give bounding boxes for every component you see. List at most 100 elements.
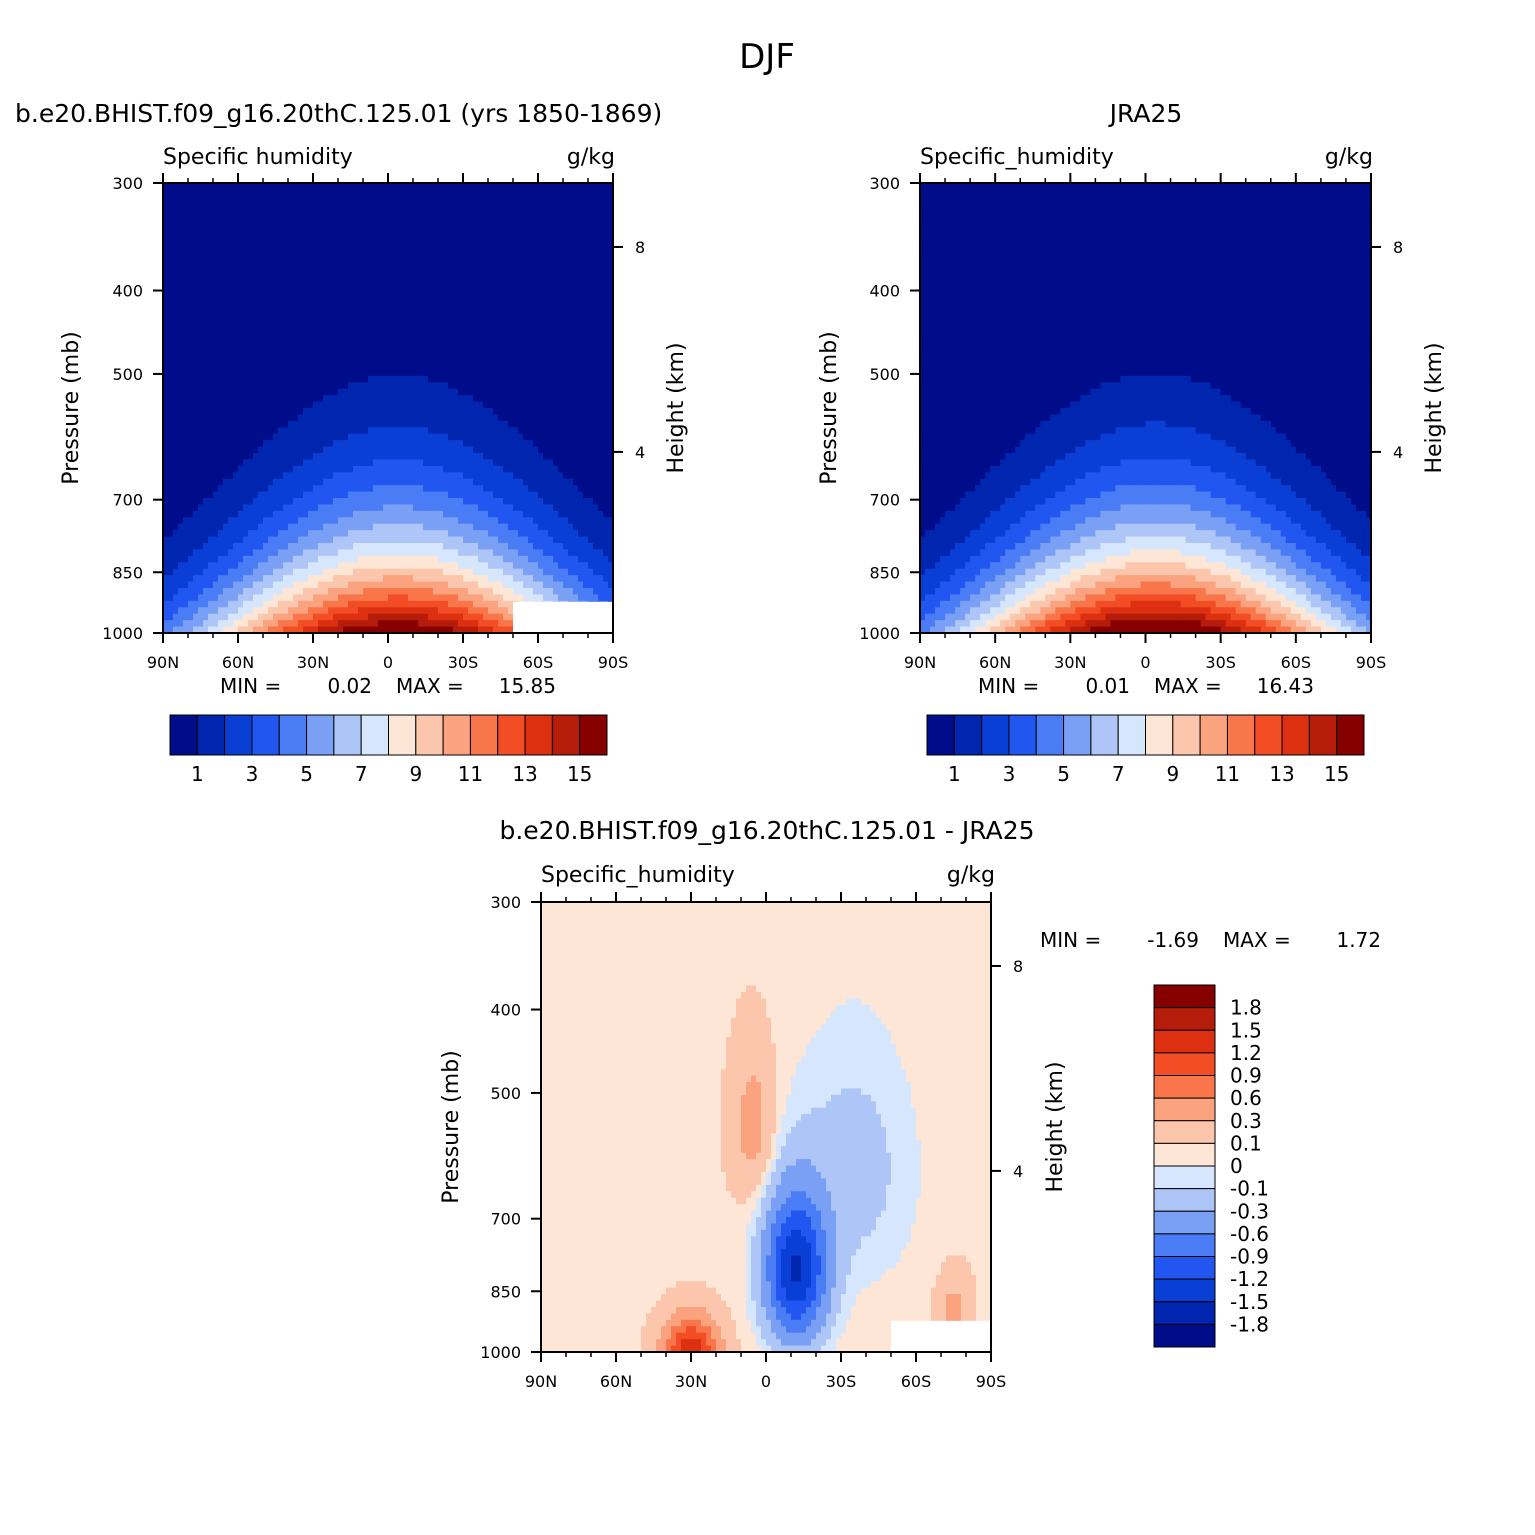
contour-cell: [528, 414, 534, 422]
contour-cell: [163, 375, 169, 383]
contour-cell: [298, 343, 304, 351]
contour-cell: [598, 324, 604, 332]
contour-cell: [408, 311, 414, 319]
contour-cell: [273, 292, 279, 300]
contour-cell: [168, 240, 174, 248]
contour-cell: [413, 195, 419, 203]
contour-cell: [433, 440, 439, 448]
contour-cell: [223, 491, 229, 499]
contour-cell: [528, 195, 534, 203]
contour-cell: [363, 375, 369, 383]
contour-cell: [393, 388, 399, 396]
contour-cell: [223, 414, 229, 422]
contour-cell: [178, 465, 184, 473]
contour-cell: [603, 228, 609, 236]
contour-cell: [243, 324, 249, 332]
contour-cell: [548, 491, 554, 499]
contour-cell: [198, 465, 204, 473]
contour-cell: [198, 510, 204, 518]
contour-cell: [593, 240, 599, 248]
contour-cell: [478, 189, 484, 197]
contour-cell: [563, 215, 569, 223]
contour-cell: [393, 285, 399, 293]
contour-cell: [263, 273, 269, 281]
contour-cell: [608, 324, 614, 332]
contour-cell: [503, 414, 509, 422]
contour-cell: [298, 440, 304, 448]
contour-cell: [398, 189, 404, 197]
contour-cell: [163, 279, 169, 287]
contour-cell: [508, 318, 514, 326]
contour-cell: [548, 472, 554, 480]
contour-cell: [588, 388, 594, 396]
contour-cell: [588, 356, 594, 364]
contour-cell: [183, 253, 189, 261]
contour-cell: [478, 401, 484, 409]
contour-cell: [548, 465, 554, 473]
contour-cell: [318, 498, 324, 506]
contour-cell: [208, 401, 214, 409]
contour-cell: [213, 536, 219, 544]
contour-cell: [238, 324, 244, 332]
contour-cell: [213, 318, 219, 326]
contour-cell: [588, 247, 594, 255]
contour-cell: [388, 221, 394, 229]
contour-cell: [293, 478, 299, 486]
contour-cell: [473, 330, 479, 338]
contour-cell: [293, 273, 299, 281]
contour-cell: [303, 395, 309, 403]
contour-cell: [518, 363, 524, 371]
contour-cell: [368, 485, 374, 493]
contour-cell: [178, 273, 184, 281]
contour-cell: [468, 408, 474, 416]
contour-cell: [233, 183, 239, 191]
contour-cell: [248, 183, 254, 191]
contour-cell: [348, 305, 354, 313]
contour-cell: [233, 343, 239, 351]
contour-cell: [458, 298, 464, 306]
contour-cell: [308, 285, 314, 293]
contour-cell: [543, 472, 549, 480]
contour-cell: [563, 337, 569, 345]
contour-cell: [608, 395, 614, 403]
contour-cell: [483, 395, 489, 403]
contour-cell: [188, 234, 194, 242]
contour-cell: [423, 343, 429, 351]
contour-cell: [488, 273, 494, 281]
contour-cell: [463, 324, 469, 332]
contour-cell: [288, 363, 294, 371]
contour-cell: [318, 388, 324, 396]
contour-cell: [333, 382, 339, 390]
contour-cell: [368, 330, 374, 338]
contour-cell: [333, 536, 339, 544]
contour-cell: [238, 240, 244, 248]
contour-cell: [463, 318, 469, 326]
contour-cell: [303, 536, 309, 544]
contour-cell: [293, 202, 299, 210]
contour-cell: [473, 292, 479, 300]
contour-cell: [403, 343, 409, 351]
contour-cell: [163, 388, 169, 396]
contour-cell: [468, 311, 474, 319]
contour-cell: [263, 279, 269, 287]
contour-cell: [543, 311, 549, 319]
contour-cell: [353, 215, 359, 223]
contour-cell: [368, 305, 374, 313]
contour-cell: [373, 305, 379, 313]
contour-cell: [478, 266, 484, 274]
contour-cell: [528, 260, 534, 268]
contour-cell: [278, 247, 284, 255]
contour-cell: [538, 305, 544, 313]
contour-cell: [283, 260, 289, 268]
contour-cell: [223, 401, 229, 409]
contour-cell: [588, 183, 594, 191]
contour-cell: [208, 234, 214, 242]
contour-cell: [548, 485, 554, 493]
contour-cell: [403, 459, 409, 467]
contour-cell: [268, 330, 274, 338]
contour-cell: [393, 420, 399, 428]
contour-cell: [458, 215, 464, 223]
contour-cell: [208, 427, 214, 435]
contour-cell: [448, 517, 454, 525]
contour-cell: [553, 530, 559, 538]
